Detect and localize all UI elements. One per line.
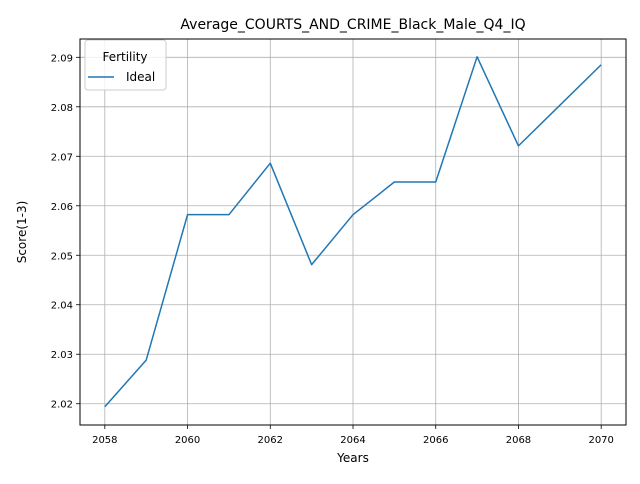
y-tick-label: 2.08 (51, 103, 73, 114)
legend-label-ideal: Ideal (126, 70, 155, 84)
chart-title: Average_COURTS_AND_CRIME_Black_Male_Q4_I… (180, 17, 525, 33)
y-tick-label: 2.02 (51, 400, 73, 411)
x-tick-label: 2064 (340, 435, 365, 446)
x-tick-label: 2066 (423, 435, 448, 446)
series-layer (104, 56, 602, 408)
y-tick-label: 2.03 (51, 350, 73, 361)
legend: Fertility Ideal (84, 39, 167, 91)
x-tick-label: 2060 (175, 435, 200, 446)
y-tick-label: 2.07 (51, 152, 73, 163)
legend-title: Fertility (102, 50, 147, 64)
y-tick-label: 2.06 (51, 202, 73, 213)
y-axis-ticks: 2.02 2.03 2.04 2.05 2.06 2.07 2.08 2.09 (51, 53, 80, 411)
x-axis-label: Years (336, 451, 369, 465)
x-tick-label: 2058 (92, 435, 117, 446)
y-tick-label: 2.04 (51, 301, 73, 312)
y-axis-label: Score(1-3) (15, 201, 29, 264)
x-tick-label: 2070 (588, 435, 613, 446)
x-tick-label: 2068 (506, 435, 531, 446)
grid (80, 39, 626, 425)
series-line-ideal (104, 56, 602, 408)
y-tick-label: 2.09 (51, 53, 73, 64)
x-tick-label: 2062 (258, 435, 283, 446)
y-tick-label: 2.05 (51, 251, 73, 262)
x-axis-ticks: 2058 2060 2062 2064 2066 2068 2070 (92, 425, 614, 446)
